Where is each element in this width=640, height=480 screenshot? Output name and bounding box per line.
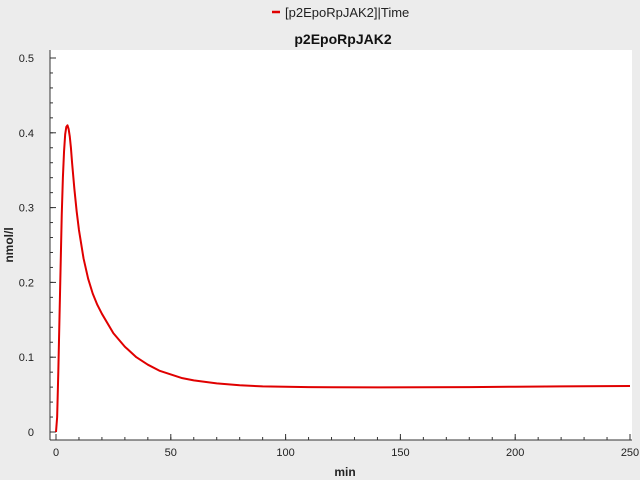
plot-area xyxy=(50,50,632,440)
y-axis-title: nmol/l xyxy=(2,227,16,262)
chart-title: p2EpoRpJAK2 xyxy=(294,31,391,47)
x-tick-label: 0 xyxy=(53,447,59,459)
x-tick-label: 250 xyxy=(621,447,639,459)
x-tick-label: 100 xyxy=(276,447,294,459)
y-tick-label: 0.2 xyxy=(19,277,34,289)
x-tick-label: 200 xyxy=(506,447,524,459)
y-tick-label: 0.1 xyxy=(19,352,34,364)
y-tick-label: 0.5 xyxy=(19,53,34,65)
legend-label: [p2EpoRpJAK2]|Time xyxy=(285,5,409,20)
series-line xyxy=(55,124,631,433)
y-tick-label: 0 xyxy=(28,427,34,439)
x-tick-label: 150 xyxy=(391,447,409,459)
x-tick-label: 50 xyxy=(165,447,177,459)
legend: [p2EpoRpJAK2]|Time xyxy=(272,5,409,20)
y-ticks: 0 0.1 0.2 0.3 0.4 0.5 xyxy=(19,53,56,439)
x-axis-title: min xyxy=(334,465,355,479)
y-tick-label: 0.3 xyxy=(19,203,34,215)
x-ticks: 0 50 100 150 200 250 xyxy=(53,434,639,459)
y-tick-label: 0.4 xyxy=(19,128,34,140)
